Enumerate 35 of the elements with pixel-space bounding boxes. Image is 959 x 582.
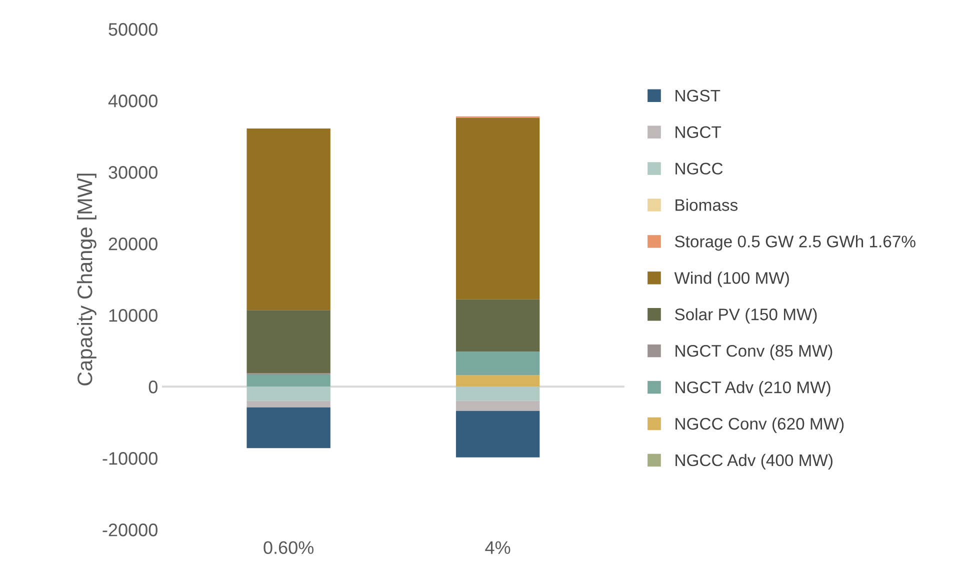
bar bbox=[456, 375, 540, 387]
y-tick-label: 0 bbox=[148, 380, 158, 394]
legend-label: NGST bbox=[676, 90, 720, 102]
x-tick-label: 0.60% bbox=[264, 541, 314, 554]
bar bbox=[456, 410, 540, 458]
legend-label: Wind (100 MW) bbox=[674, 272, 789, 288]
y-tick-label: 30000 bbox=[108, 166, 158, 179]
y-tick-label: 20000 bbox=[108, 238, 158, 250]
y-tick-label: 50000 bbox=[108, 23, 158, 36]
bar bbox=[246, 407, 330, 448]
legend-label: Biomass bbox=[676, 198, 738, 211]
legend-label: NGCT bbox=[676, 126, 722, 138]
bar bbox=[456, 386, 540, 401]
y-tick-label: -20000 bbox=[102, 524, 158, 536]
bar bbox=[456, 299, 540, 352]
bar bbox=[246, 400, 330, 408]
y-axis-title: Capacity Change [MW] bbox=[76, 174, 96, 386]
y-tick-label: -10000 bbox=[102, 452, 158, 465]
bar bbox=[456, 352, 540, 376]
legend-label: Solar PV (150 MW) bbox=[674, 308, 817, 324]
bar bbox=[246, 386, 330, 401]
legend-label: NGCC Adv (400 MW) bbox=[676, 454, 832, 470]
bar bbox=[246, 128, 330, 310]
y-tick-label: 40000 bbox=[108, 94, 158, 108]
bar bbox=[456, 118, 540, 300]
legend-label: NGCC bbox=[676, 162, 723, 175]
legend-label: NGCT Conv (85 MW) bbox=[676, 344, 832, 360]
legend-label: NGCT Adv (210 MW) bbox=[676, 381, 830, 397]
bar bbox=[246, 374, 330, 387]
bar bbox=[246, 310, 330, 374]
y-tick-label: 10000 bbox=[109, 309, 158, 322]
bar bbox=[456, 400, 540, 411]
legend-label: NGCC Conv (620 MW) bbox=[676, 417, 844, 433]
legend-label: Storage 0.5 GW 2.5 GWh 1.67% bbox=[674, 235, 916, 251]
x-tick-label: 4% bbox=[485, 541, 510, 554]
